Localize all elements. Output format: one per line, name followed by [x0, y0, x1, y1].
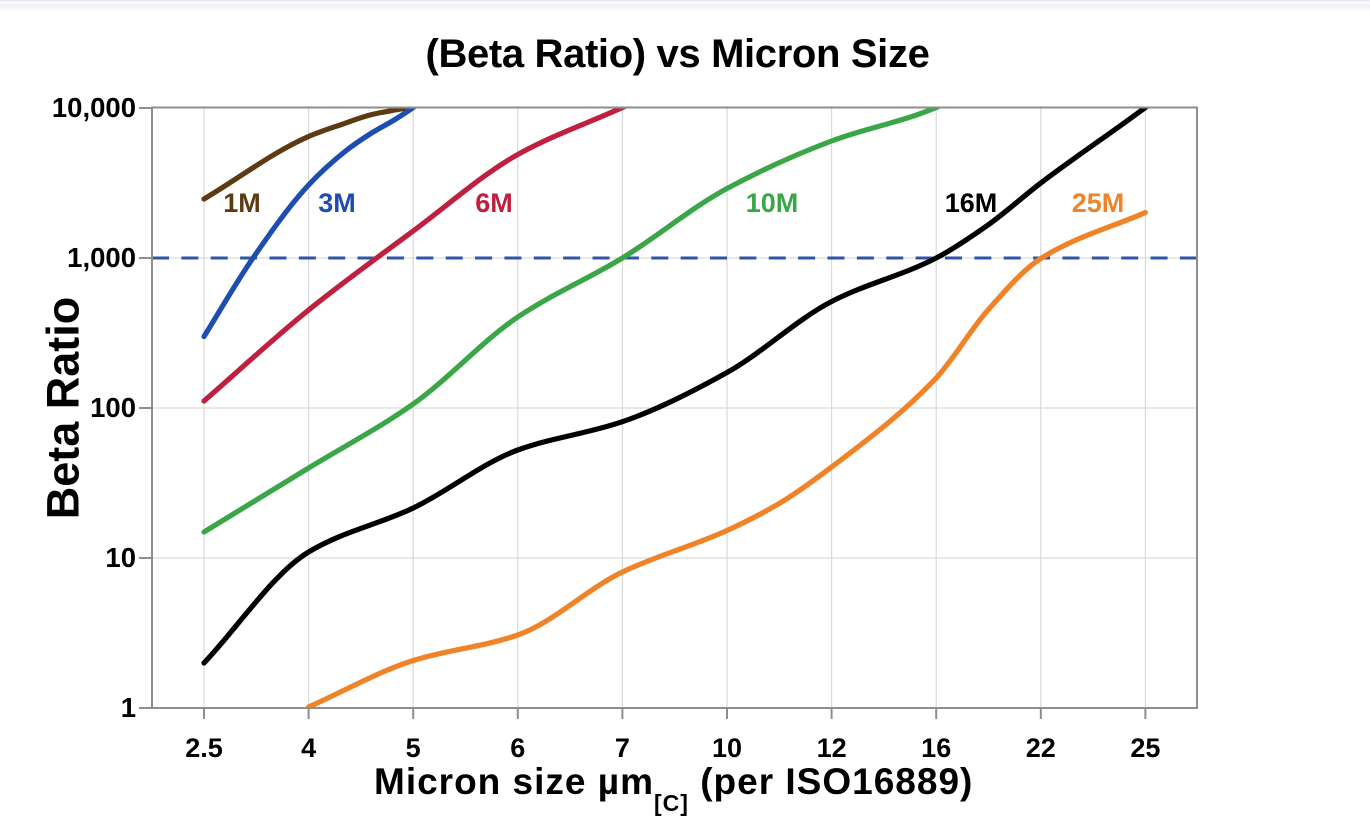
svg-text:4: 4: [301, 733, 316, 763]
svg-text:12: 12: [817, 733, 847, 763]
svg-text:22: 22: [1026, 733, 1056, 763]
svg-text:1: 1: [121, 692, 136, 723]
svg-text:6: 6: [510, 733, 525, 763]
svg-text:25: 25: [1130, 733, 1160, 763]
svg-text:Beta Ratio: Beta Ratio: [38, 297, 89, 520]
svg-text:6M: 6M: [475, 188, 513, 218]
svg-text:(Beta Ratio) vs Micron Size: (Beta Ratio) vs Micron Size: [426, 32, 930, 76]
svg-text:16M: 16M: [945, 188, 998, 218]
svg-text:5: 5: [406, 733, 421, 763]
svg-text:10: 10: [105, 542, 136, 573]
svg-text:7: 7: [615, 733, 630, 763]
svg-text:1M: 1M: [223, 188, 261, 218]
svg-text:10: 10: [712, 733, 742, 763]
svg-text:10,000: 10,000: [52, 92, 136, 123]
svg-text:10M: 10M: [746, 188, 799, 218]
svg-text:2.5: 2.5: [185, 733, 223, 763]
svg-text:Micron size µm[C] (per ISO1688: Micron size µm[C] (per ISO16889): [374, 761, 973, 816]
svg-text:25M: 25M: [1072, 188, 1125, 218]
svg-text:1,000: 1,000: [67, 242, 136, 273]
svg-text:3M: 3M: [318, 188, 356, 218]
svg-text:16: 16: [921, 733, 951, 763]
svg-text:100: 100: [90, 392, 136, 423]
